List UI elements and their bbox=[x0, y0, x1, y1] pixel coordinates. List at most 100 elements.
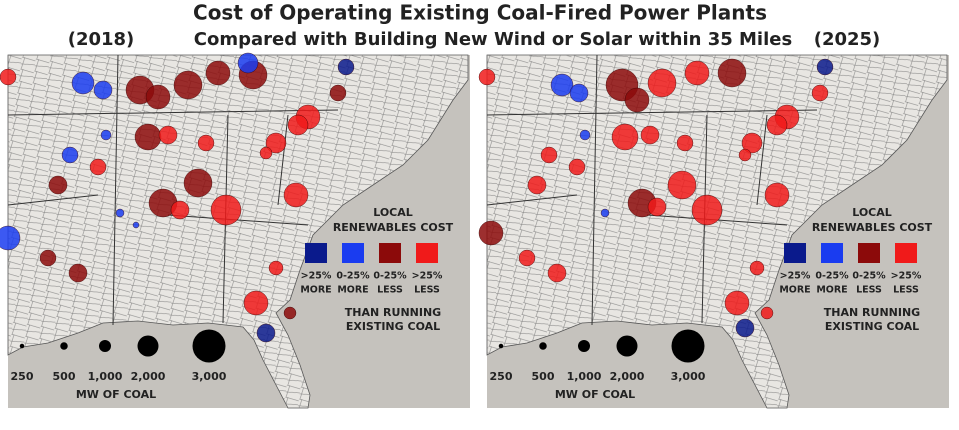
legend-footer: EXISTING COAL bbox=[825, 320, 919, 333]
plant bbox=[624, 87, 650, 113]
legend-heading: RENEWABLES COST bbox=[812, 221, 933, 234]
legend-label: >25% bbox=[301, 271, 332, 282]
legend-label: LESS bbox=[377, 285, 403, 296]
size-swatch bbox=[99, 340, 111, 352]
plant bbox=[540, 146, 558, 164]
plant bbox=[243, 290, 269, 316]
legend-swatch bbox=[895, 243, 917, 263]
size-label: 250 bbox=[11, 370, 34, 383]
plant bbox=[48, 175, 68, 195]
size-swatch bbox=[60, 342, 68, 350]
plant bbox=[100, 129, 112, 141]
legend-label: >25% bbox=[891, 271, 922, 282]
plant bbox=[647, 68, 677, 98]
legend-swatch bbox=[416, 243, 438, 263]
plant bbox=[568, 158, 586, 176]
legend-swatch bbox=[784, 243, 806, 263]
plant bbox=[115, 208, 125, 218]
plant bbox=[89, 158, 107, 176]
plant bbox=[579, 129, 591, 141]
legend-label: >25% bbox=[780, 271, 811, 282]
plant bbox=[197, 134, 215, 152]
right-year: (2025) bbox=[814, 29, 881, 50]
plant bbox=[676, 134, 694, 152]
plant bbox=[268, 260, 284, 276]
size-swatch bbox=[616, 335, 638, 357]
size-label: 3,000 bbox=[192, 370, 227, 383]
plant bbox=[691, 194, 723, 226]
plant bbox=[811, 84, 829, 102]
legend-label: >25% bbox=[412, 271, 443, 282]
plant bbox=[760, 306, 774, 320]
title: Cost of Operating Existing Coal-Fired Po… bbox=[193, 1, 767, 25]
map-panel: LOCAL RENEWABLES COST >25% MORE 0-25% MORE 0-2… bbox=[0, 52, 470, 409]
legend-label: MORE bbox=[337, 285, 368, 296]
legend-label: MORE bbox=[816, 285, 847, 296]
size-swatch bbox=[498, 343, 504, 349]
size-label: 1,000 bbox=[88, 370, 123, 383]
plant bbox=[717, 58, 747, 88]
size-swatch bbox=[671, 329, 705, 363]
plant bbox=[735, 318, 755, 338]
left-year: (2018) bbox=[68, 29, 135, 50]
plant bbox=[337, 58, 355, 76]
plant bbox=[287, 114, 309, 136]
map-panel: LOCAL RENEWABLES COST >25% MORE 0-25% MORE 0-2… bbox=[478, 54, 949, 409]
plant bbox=[183, 168, 213, 198]
plant bbox=[527, 175, 547, 195]
plant bbox=[71, 71, 95, 95]
plant bbox=[550, 73, 574, 97]
plant bbox=[640, 125, 660, 145]
legend-swatch bbox=[858, 243, 880, 263]
legend-swatch bbox=[379, 243, 401, 263]
county-lines bbox=[8, 55, 468, 408]
legend-label: LESS bbox=[414, 285, 440, 296]
plant bbox=[68, 263, 88, 283]
plant bbox=[93, 80, 113, 100]
legend-swatch bbox=[305, 243, 327, 263]
plant bbox=[647, 197, 667, 217]
plant bbox=[749, 260, 765, 276]
size-label: 2,000 bbox=[610, 370, 645, 383]
plant bbox=[256, 323, 276, 343]
legend-label: MORE bbox=[300, 285, 331, 296]
plant bbox=[478, 220, 504, 246]
plant bbox=[0, 225, 21, 251]
size-swatch bbox=[19, 343, 25, 349]
plant bbox=[132, 221, 140, 229]
size-label: 500 bbox=[53, 370, 76, 383]
plant bbox=[684, 60, 710, 86]
plant bbox=[259, 146, 273, 160]
plant bbox=[600, 208, 610, 218]
plant bbox=[173, 70, 203, 100]
plant bbox=[158, 125, 178, 145]
size-label: 1,000 bbox=[567, 370, 602, 383]
plant bbox=[210, 194, 242, 226]
plant bbox=[145, 84, 171, 110]
size-caption: MW OF COAL bbox=[555, 388, 635, 401]
plant bbox=[329, 84, 347, 102]
plant bbox=[170, 200, 190, 220]
plant bbox=[816, 58, 834, 76]
legend-heading: LOCAL bbox=[373, 206, 413, 219]
plant bbox=[764, 182, 790, 208]
legend-swatch bbox=[342, 243, 364, 263]
size-swatch bbox=[539, 342, 547, 350]
size-label: 3,000 bbox=[671, 370, 706, 383]
size-swatch bbox=[578, 340, 590, 352]
plant bbox=[265, 132, 287, 154]
size-caption: MW OF COAL bbox=[76, 388, 156, 401]
plant bbox=[205, 60, 231, 86]
size-swatch bbox=[192, 329, 226, 363]
legend-heading: RENEWABLES COST bbox=[333, 221, 454, 234]
size-label: 2,000 bbox=[131, 370, 166, 383]
legend-label: MORE bbox=[779, 285, 810, 296]
plant bbox=[518, 249, 536, 267]
plant bbox=[569, 83, 589, 103]
size-label: 500 bbox=[532, 370, 555, 383]
plant bbox=[611, 123, 639, 151]
legend-footer: THAN RUNNING bbox=[824, 306, 920, 319]
legend-label: 0-25% bbox=[373, 271, 407, 282]
plant bbox=[39, 249, 57, 267]
